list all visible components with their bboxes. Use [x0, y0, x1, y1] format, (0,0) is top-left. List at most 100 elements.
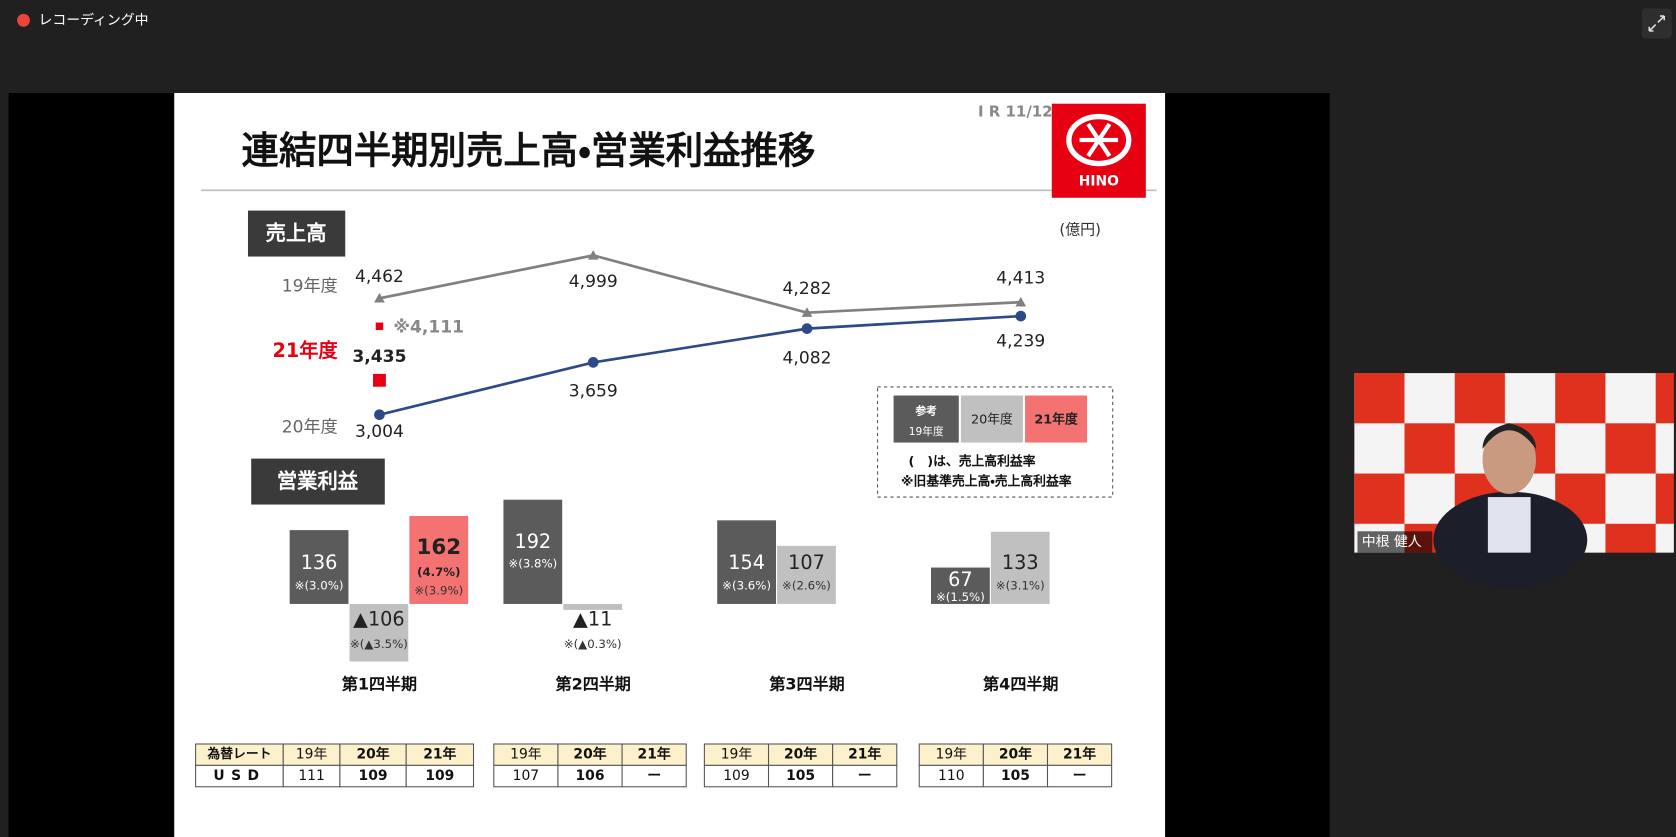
- table-cell: [405, 764, 475, 788]
- bar-value-label: 136: [301, 551, 338, 574]
- recording-label: レコーディング中: [38, 11, 148, 28]
- table-header: 21年: [423, 746, 456, 763]
- margin-label: (4.7%): [417, 565, 460, 579]
- legend-tag: 参考: [915, 405, 938, 418]
- legend-label: 21年度: [1034, 412, 1078, 428]
- ratio-label: ※(3.9%): [414, 583, 463, 597]
- series-name: 19年度: [282, 276, 338, 296]
- value-label: 4,282: [783, 279, 832, 299]
- section-box: [251, 458, 385, 505]
- recording-dot: [17, 13, 30, 27]
- marker: [1015, 296, 1027, 307]
- table-value: 109: [425, 768, 454, 784]
- bar: [349, 603, 409, 662]
- table-cell: [832, 764, 898, 788]
- bar: [717, 520, 777, 604]
- legend-swatch: [893, 395, 959, 443]
- table-label: USD: [213, 768, 265, 784]
- table-cell: [621, 764, 687, 788]
- bar: [777, 545, 836, 604]
- table-header: 20年: [999, 746, 1032, 763]
- table-value: 105: [1001, 768, 1030, 784]
- page-number: I R 11/12: [978, 103, 1053, 121]
- table-cell: [1046, 764, 1113, 788]
- logo-text: HINO: [1079, 174, 1119, 190]
- table-value: 109: [359, 768, 388, 784]
- slide-title: 連結四半期別売上高・営業利益推移: [242, 128, 816, 172]
- ratio-label: ※(▲0.3%): [564, 637, 622, 651]
- table-value: 106: [576, 768, 605, 784]
- value-label: 3,435: [352, 347, 406, 367]
- unit-label: (億円): [1059, 220, 1101, 238]
- legend-label: 19年度: [909, 425, 944, 438]
- ratio-label: ※(3.1%): [996, 578, 1045, 592]
- table-header: 20年: [356, 746, 389, 763]
- bar-value-label: 162: [416, 535, 461, 560]
- table-header: 20年: [573, 746, 606, 763]
- ratio-label: ※(1.5%): [936, 590, 985, 604]
- bar: [563, 603, 623, 610]
- table-value: 110: [938, 768, 964, 784]
- table-value: ー: [858, 768, 872, 784]
- value-label: 4,413: [996, 269, 1045, 289]
- bar-value-label: ▲11: [573, 607, 612, 630]
- ratio-label: ※(▲3.5%): [350, 637, 408, 651]
- bar-value-label: 133: [1002, 551, 1039, 574]
- table-value: 111: [298, 768, 324, 784]
- table-header: 19年: [510, 747, 542, 763]
- table-value: ー: [1073, 768, 1087, 784]
- quarter-label: 第3四半期: [768, 675, 844, 694]
- bar: [930, 567, 990, 604]
- marker: [373, 373, 386, 387]
- legend-label: 20年度: [971, 412, 1013, 428]
- marker: [375, 322, 384, 331]
- table-header: 20年: [784, 746, 817, 763]
- marker: [374, 409, 385, 421]
- bar-value-label: 67: [948, 568, 972, 591]
- bar-value-label: ▲106: [353, 607, 405, 630]
- value-label: 4,462: [355, 267, 404, 287]
- table-header: 21年: [1063, 746, 1096, 763]
- participant-name: 中根 健人: [1362, 534, 1422, 550]
- sales-line: [379, 254, 1021, 314]
- table-value: 107: [513, 768, 539, 784]
- quarter-label: 第2四半期: [555, 675, 631, 694]
- value-label: 3,659: [569, 381, 618, 401]
- value-label: 4,999: [569, 272, 618, 292]
- legend-note: ※旧基準売上高・売上高利益率: [901, 474, 1072, 490]
- ratio-label: ※(2.6%): [782, 578, 831, 592]
- ratio-label: ※(3.8%): [508, 556, 557, 570]
- marker: [587, 250, 599, 260]
- legend-swatch: [960, 395, 1023, 443]
- table-value: 105: [786, 768, 815, 784]
- ratio-label: ※(3.0%): [295, 578, 344, 592]
- section-label: 営業利益: [277, 469, 359, 493]
- series-name: 20年度: [282, 418, 338, 438]
- sales-line: [379, 314, 1021, 417]
- video-tile: [1354, 373, 1674, 588]
- quarter-label: 第4四半期: [982, 675, 1058, 694]
- table-value: ー: [647, 768, 661, 784]
- value-label: 3,004: [355, 422, 404, 442]
- marker: [801, 323, 813, 334]
- table-header: 21年: [848, 746, 881, 763]
- bar: [990, 531, 1050, 604]
- table-header: 19年: [721, 747, 753, 763]
- table-label: 為替レート: [207, 746, 271, 762]
- marker: [801, 307, 813, 317]
- table-header: 19年: [936, 747, 968, 763]
- bar-value-label: 192: [514, 530, 551, 553]
- table-header: 19年: [296, 747, 328, 763]
- value-label: ※4,111: [393, 317, 464, 337]
- value-label: 4,082: [783, 349, 832, 369]
- bar-value-label: 154: [728, 551, 765, 574]
- fullscreen-button[interactable]: [1641, 8, 1672, 39]
- ratio-label: ※(3.6%): [722, 578, 771, 592]
- series-name: 21年度: [273, 339, 339, 362]
- section-box: [247, 210, 346, 257]
- marker: [1015, 310, 1027, 322]
- table-value: 109: [723, 768, 749, 784]
- bar: [503, 499, 563, 604]
